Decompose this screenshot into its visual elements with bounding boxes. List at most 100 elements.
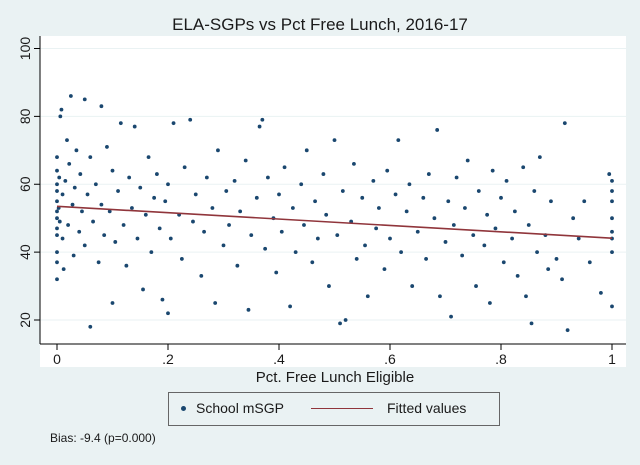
x-tick-label-1: .2 <box>162 351 174 367</box>
data-point <box>82 243 87 248</box>
data-point <box>202 229 206 234</box>
data-point <box>113 240 118 244</box>
data-point <box>510 236 514 241</box>
data-point <box>607 172 612 176</box>
data-point <box>485 212 490 217</box>
data-point <box>99 104 104 109</box>
data-point <box>107 209 112 214</box>
data-point <box>421 195 426 200</box>
data-point <box>85 192 90 197</box>
data-point <box>55 260 59 265</box>
data-point <box>290 206 295 210</box>
data-point <box>460 253 465 258</box>
data-point <box>66 223 70 227</box>
data-point <box>521 165 526 170</box>
data-point <box>338 321 342 326</box>
data-point <box>610 199 614 204</box>
data-point <box>576 236 581 241</box>
data-point <box>560 277 564 282</box>
data-point <box>499 195 503 200</box>
data-point <box>204 175 209 180</box>
data-point <box>571 216 576 221</box>
data-point <box>396 138 401 143</box>
data-point <box>55 233 59 238</box>
data-point <box>70 202 75 207</box>
data-point <box>610 178 614 183</box>
data-point <box>138 185 143 190</box>
data-point <box>610 229 614 234</box>
data-point <box>246 307 251 312</box>
chart-title: ELA-SGPs vs Pct Free Lunch, 2016-17 <box>172 15 468 34</box>
data-point <box>610 216 614 221</box>
y-tick-label-4: 100 <box>17 37 33 61</box>
data-point <box>302 223 306 227</box>
data-point <box>277 192 281 197</box>
data-point <box>304 148 309 153</box>
data-point <box>263 246 268 251</box>
data-point <box>335 233 340 238</box>
data-point <box>274 270 279 275</box>
data-point <box>562 121 567 126</box>
data-point <box>238 209 243 214</box>
data-point <box>110 301 115 305</box>
data-point <box>61 267 66 271</box>
data-point <box>407 182 412 187</box>
data-point <box>288 304 292 309</box>
y-tick-label-1: 40 <box>17 244 33 260</box>
data-point <box>55 189 59 193</box>
data-point <box>78 172 83 176</box>
data-point <box>426 172 431 176</box>
data-point <box>55 155 59 160</box>
legend-marker-dot <box>181 405 186 411</box>
data-point <box>102 233 107 238</box>
data-point <box>537 155 542 160</box>
data-point <box>299 182 304 187</box>
data-point <box>610 304 614 309</box>
data-point <box>166 182 170 187</box>
x-ticks: 0 .2 .4 .6 .8 1 <box>53 344 616 367</box>
data-point <box>546 267 551 271</box>
data-point <box>565 328 570 333</box>
data-point <box>501 260 506 265</box>
data-point <box>146 155 151 160</box>
data-point <box>327 284 331 288</box>
data-point <box>199 273 204 278</box>
data-point <box>99 202 104 207</box>
data-point <box>471 233 476 238</box>
data-point <box>171 121 176 126</box>
data-point <box>77 229 82 234</box>
axes <box>39 36 626 345</box>
data-point <box>474 284 478 288</box>
data-point <box>343 318 348 322</box>
data-point <box>232 178 237 183</box>
data-point <box>610 189 614 193</box>
data-point <box>587 260 592 265</box>
data-point <box>132 124 137 129</box>
data-point <box>65 138 69 143</box>
data-point <box>80 209 84 214</box>
data-point <box>249 233 254 238</box>
data-point <box>482 243 487 248</box>
data-point <box>476 189 481 193</box>
scatter-points <box>55 94 614 333</box>
data-point <box>463 206 467 210</box>
data-point <box>57 219 62 224</box>
data-point <box>610 250 614 255</box>
data-point <box>110 168 115 173</box>
data-point <box>155 172 159 176</box>
data-point <box>160 297 165 302</box>
data-point <box>454 175 459 180</box>
data-point <box>599 290 603 295</box>
data-point <box>449 314 453 319</box>
data-point <box>293 250 298 255</box>
data-point <box>55 277 59 282</box>
data-point <box>257 124 262 129</box>
data-point <box>266 175 270 180</box>
data-point <box>493 226 498 231</box>
data-point <box>166 311 170 316</box>
data-point <box>210 206 215 210</box>
fitted-line <box>56 205 613 240</box>
data-point <box>451 223 456 227</box>
data-point <box>410 284 415 288</box>
